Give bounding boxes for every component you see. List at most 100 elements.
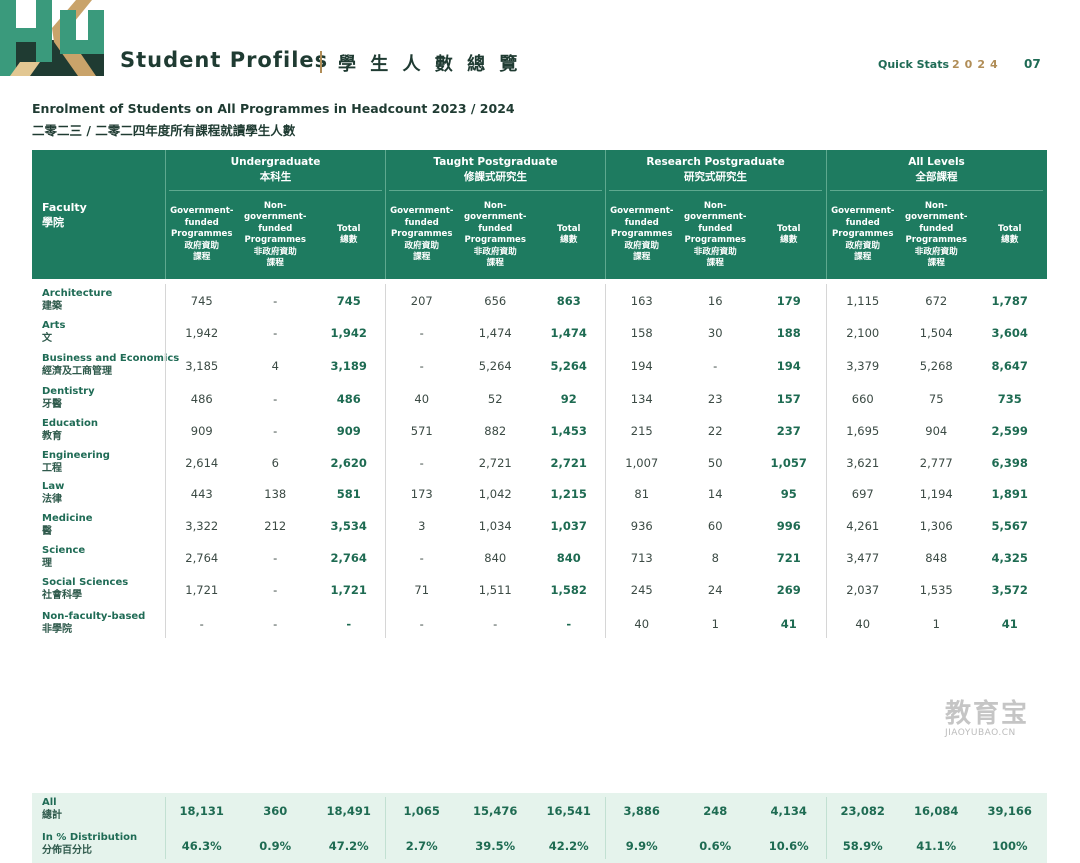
group-title-zh: 修課式研究生	[464, 171, 527, 183]
footer-value-cell: 58.9%	[842, 839, 883, 853]
value-cell: 486	[190, 392, 213, 406]
value-cell: 571	[410, 424, 433, 438]
value-cell: 1,721	[185, 583, 219, 597]
table-row: Science 理 2,764 - 2,764 - 840 840 713 8 721 3,477 84…	[32, 543, 1047, 575]
value-cell: 22	[707, 424, 723, 438]
value-cell: 71	[414, 583, 430, 597]
table-row: Law 法律 443 138 581 173 1,042 1,215 81 14 95 697 1,19…	[32, 479, 1047, 511]
footer-row: All 總計 18,131 360 18,491 1,065 15,476 16,541 3,8…	[32, 793, 1047, 827]
group-title-en: Undergraduate	[230, 156, 321, 168]
value-cell: 909	[190, 424, 213, 438]
value-cell: 1,511	[478, 583, 512, 597]
column-header: Total 總數	[557, 223, 581, 246]
table-row: Non-faculty-based 非學院 - - - - - - 40 1 41 40 1 41	[32, 609, 1047, 641]
value-cell: 2,100	[846, 326, 880, 340]
group-underline	[169, 190, 382, 191]
group-title: All Levels 全部課程	[826, 155, 1047, 189]
watermark-en: JIAOYUBAO.CN	[945, 728, 1016, 738]
total-cell: 1,474	[550, 326, 587, 340]
page-title-zh: 學 生 人 數 總 覽	[338, 54, 522, 75]
value-cell: 24	[707, 583, 723, 597]
total-cell: -	[346, 617, 352, 631]
value-cell: 138	[264, 487, 287, 501]
total-cell: 745	[336, 294, 361, 308]
total-cell: 188	[776, 326, 801, 340]
value-cell: 2,764	[185, 551, 219, 565]
faculty-name: Arts 文	[42, 320, 65, 345]
group-title-zh: 本科生	[259, 171, 292, 183]
faculty-name-zh: 工程	[42, 462, 62, 474]
value-cell: 2,614	[185, 456, 219, 470]
faculty-name-zh: 經濟及工商管理	[42, 365, 112, 377]
value-cell: 1,695	[846, 424, 880, 438]
value-cell: 40	[634, 617, 650, 631]
faculty-name-zh: 醫	[42, 525, 52, 537]
title-separator	[320, 51, 322, 73]
value-cell: 3,322	[185, 519, 219, 533]
footer-divider	[605, 797, 606, 859]
value-cell: 1,535	[919, 583, 953, 597]
footer-value-cell: 1,065	[403, 804, 440, 818]
total-cell: 194	[776, 359, 801, 373]
value-cell: 2,037	[846, 583, 880, 597]
total-cell: -	[566, 617, 572, 631]
faculty-name-zh: 建築	[42, 300, 62, 312]
footer-value-cell: 2.7%	[405, 839, 438, 853]
value-cell: 194	[630, 359, 653, 373]
footer-label-zh: 分佈百分比	[42, 844, 92, 856]
group-divider	[385, 150, 386, 279]
watermark: 教育宝 JIAOYUBAO.CN	[945, 693, 1065, 743]
footer-value-cell: 42.2%	[548, 839, 589, 853]
table-row: Education 教育 909 - 909 571 882 1,453 215 22 237 1,6…	[32, 416, 1047, 448]
value-cell: 1,115	[846, 294, 880, 308]
group-title-zh: 全部課程	[915, 171, 958, 183]
total-cell: 3,189	[330, 359, 367, 373]
group-title-en: Taught Postgraduate	[433, 156, 558, 168]
total-cell: 721	[776, 551, 801, 565]
value-cell: 40	[855, 617, 871, 631]
table-row: Dentistry 牙醫 486 - 486 40 52 92 134 23 157 660 75 735	[32, 384, 1047, 416]
faculty-header-en: Faculty	[42, 201, 87, 214]
total-cell: 3,604	[991, 326, 1028, 340]
column-header: Total 總數	[337, 223, 361, 246]
value-cell: -	[273, 326, 278, 340]
table-header: Faculty 學院 Undergraduate 本科生 Government- f…	[32, 150, 1047, 279]
faculty-header: Faculty 學院	[42, 200, 87, 230]
column-header: Government- funded Programmes 政府資助 課程	[831, 206, 895, 263]
value-cell: -	[273, 551, 278, 565]
value-cell: 1	[711, 617, 719, 631]
value-cell: 713	[630, 551, 653, 565]
page-title: Student Profiles	[120, 48, 329, 72]
total-cell: 996	[776, 519, 801, 533]
group-underline	[830, 190, 1043, 191]
total-cell: 2,764	[330, 551, 367, 565]
faculty-name-en: Medicine	[42, 513, 93, 524]
faculty-name: Architecture 建築	[42, 288, 112, 313]
value-cell: 173	[410, 487, 433, 501]
total-cell: 1,891	[991, 487, 1028, 501]
column-header: Government- funded Programmes 政府資助 課程	[390, 206, 454, 263]
footer-divider	[165, 797, 166, 859]
value-cell: -	[419, 456, 424, 470]
faculty-name-en: Law	[42, 481, 65, 492]
faculty-name-zh: 社會科學	[42, 589, 82, 601]
value-cell: 6	[271, 456, 279, 470]
column-header: Government- funded Programmes 政府資助 課程	[170, 206, 234, 263]
faculty-name-en: Architecture	[42, 288, 113, 299]
table-row: Engineering 工程 2,614 6 2,620 - 2,721 2,721 1,007…	[32, 448, 1047, 480]
total-cell: 1,215	[550, 487, 587, 501]
column-header: Total 總數	[998, 223, 1022, 246]
footer-row: In % Distribution 分佈百分比 46.3% 0.9% 47.2% 2.7%…	[32, 828, 1047, 862]
value-cell: -	[713, 359, 718, 373]
value-cell: 697	[851, 487, 874, 501]
value-cell: 1,007	[625, 456, 659, 470]
value-cell: 1,034	[478, 519, 512, 533]
footer-value-cell: 100%	[991, 839, 1028, 853]
footer-value-cell: 4,134	[770, 804, 807, 818]
value-cell: 1,306	[919, 519, 953, 533]
footer-value-cell: 0.6%	[699, 839, 732, 853]
value-cell: -	[273, 583, 278, 597]
footer-value-cell: 39,166	[987, 804, 1032, 818]
faculty-name-zh: 非學院	[42, 623, 72, 635]
footer-label-en: In % Distribution	[42, 832, 138, 843]
